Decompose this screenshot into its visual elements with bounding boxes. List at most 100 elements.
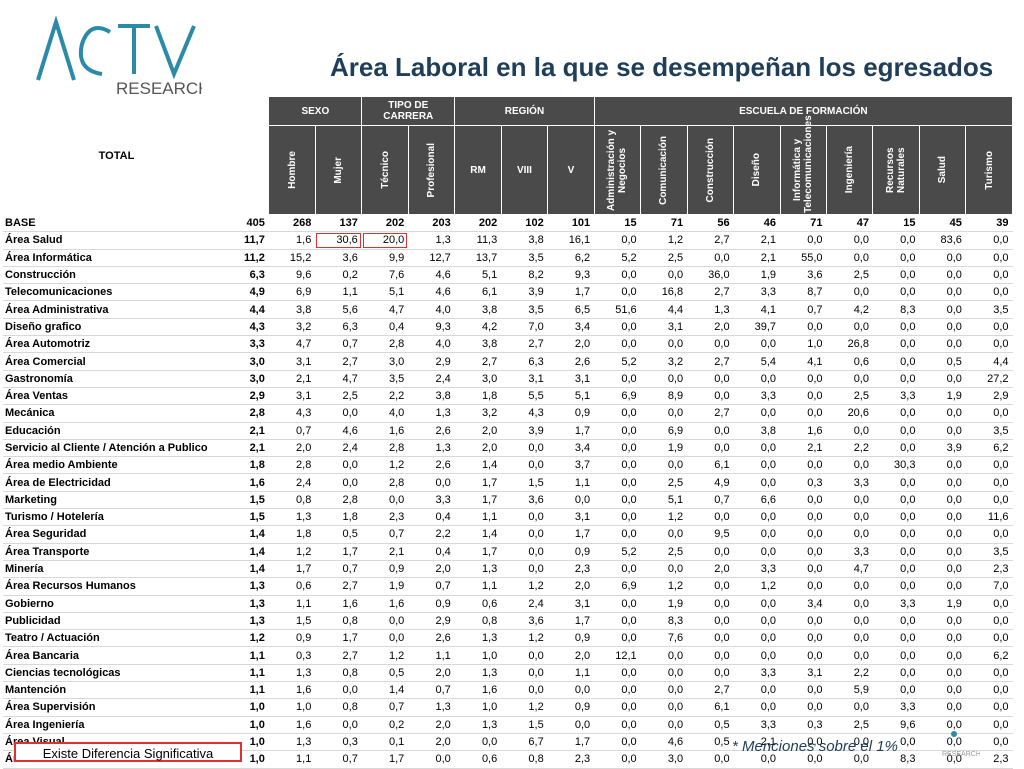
table-cell: 101 — [547, 214, 595, 233]
table-cell: 0,7 — [361, 525, 409, 544]
table-cell: 6,1 — [687, 456, 734, 475]
table-cell: 1,6 — [268, 681, 316, 700]
table-cell: 6,9 — [594, 387, 641, 406]
table-cell: 4,1 — [780, 352, 827, 371]
table-cell: 3,1 — [780, 664, 827, 683]
table-cell: 0,2 — [361, 716, 409, 734]
header-group: SEXO — [268, 96, 363, 126]
table-cell: 202 — [361, 214, 409, 233]
column-header: Mujer — [314, 125, 363, 215]
table-cell: 2,0 — [547, 577, 595, 596]
table-cell: 5,1 — [547, 387, 595, 406]
table-cell: 0,0 — [919, 629, 966, 648]
column-header: Salud — [918, 125, 967, 215]
row-label: Área Comercial — [3, 352, 230, 371]
table-cell: 1,8 — [454, 387, 502, 406]
table-cell: 1,6 — [361, 422, 409, 440]
table-cell: 0,0 — [640, 664, 688, 683]
table-row: Turismo / Hotelería 1,5 1,3 1,8 2,3 0,4 1,1 0,0… — [3, 508, 1013, 527]
table-cell: 0,0 — [594, 473, 641, 492]
table-cell: 0,0 — [780, 387, 827, 406]
table-cell: 0,0 — [872, 266, 920, 285]
table-cell: 55,0 — [780, 249, 827, 267]
table-cell: 2,5 — [826, 387, 873, 406]
table-row: Servicio al Cliente / Atención a Publico… — [3, 439, 1013, 458]
row-total: 1,3 — [229, 612, 269, 631]
table-cell: 3,3 — [733, 664, 781, 683]
small-logo-icon: RESEARCH — [942, 731, 980, 758]
table-cell: 2,6 — [408, 456, 455, 475]
table-cell: 0,0 — [733, 525, 781, 544]
column-header: Diseño — [733, 125, 781, 215]
table-cell: 0,0 — [361, 612, 409, 631]
table-cell: 0,3 — [268, 646, 316, 665]
table-cell: 0,0 — [826, 508, 873, 527]
table-cell: 0,0 — [919, 716, 966, 734]
table-cell: 0,0 — [640, 456, 688, 475]
table-row: Construcción 6,3 9,6 0,2 7,6 4,6 5,1 8,2 9,3 0,0 0… — [3, 266, 1013, 285]
table-cell: 1,2 — [733, 577, 781, 596]
table-cell: 1,3 — [408, 231, 455, 250]
table-cell: 7,0 — [501, 318, 548, 337]
table-cell: 3,5 — [965, 543, 1013, 561]
table-cell: 0,4 — [361, 318, 409, 337]
table-cell: 0,0 — [687, 422, 734, 440]
table-cell: 4,3 — [501, 404, 548, 423]
table-cell: 0,0 — [640, 335, 688, 354]
table-cell: 2,3 — [547, 560, 595, 579]
table-cell: 2,1 — [780, 439, 827, 458]
row-label: Área Administrativa — [3, 300, 230, 319]
table-cell: 0,0 — [965, 335, 1013, 354]
table-cell: 0,7 — [408, 681, 455, 700]
table-cell: 4,9 — [687, 473, 734, 492]
table-cell: 0,0 — [826, 283, 873, 302]
table-cell: 0,0 — [594, 595, 641, 613]
table-cell: 0,0 — [965, 733, 1013, 752]
table-cell: 0,0 — [919, 249, 966, 267]
table-cell: 2,7 — [315, 352, 362, 371]
table-cell: 0,0 — [687, 577, 734, 596]
row-total: 1,4 — [229, 560, 269, 579]
table-cell: 0,0 — [780, 318, 827, 337]
table-cell: 0,0 — [826, 249, 873, 267]
table-cell: 6,9 — [268, 283, 316, 302]
table-cell: 0,0 — [501, 456, 548, 475]
table-cell: 0,0 — [594, 716, 641, 734]
table-cell: 0,0 — [687, 370, 734, 388]
table-cell: 0,0 — [826, 646, 873, 665]
table-cell: 1,7 — [315, 543, 362, 561]
row-label: Mantención — [3, 681, 230, 700]
table-cell: 0,0 — [872, 439, 920, 458]
table-cell: 0,3 — [780, 473, 827, 492]
table-cell: 0,0 — [547, 681, 595, 700]
table-cell: 4,7 — [268, 335, 316, 354]
table-cell: 0,0 — [594, 750, 641, 769]
table-cell: 0,0 — [594, 491, 641, 510]
table-cell: 0,3 — [780, 716, 827, 734]
table-cell: 0,0 — [826, 612, 873, 631]
table-cell: 0,0 — [547, 716, 595, 734]
table-cell: 1,6 — [361, 595, 409, 613]
table-cell: 0,4 — [408, 508, 455, 527]
table-cell: 0,0 — [965, 698, 1013, 717]
table-cell: 1,7 — [454, 543, 502, 561]
table-cell: 0,7 — [780, 300, 827, 319]
table-cell: 0,0 — [640, 266, 688, 285]
table-cell: 56 — [687, 214, 734, 233]
column-header-label: Mujer — [333, 156, 345, 184]
table-cell: 0,0 — [872, 525, 920, 544]
row-label: Área Salud — [3, 231, 230, 250]
table-cell: 2,0 — [408, 560, 455, 579]
row-total: 1,1 — [229, 681, 269, 700]
table-cell: 1,7 — [547, 422, 595, 440]
row-total: 1,2 — [229, 629, 269, 648]
table-cell: 12,1 — [594, 646, 641, 665]
table-cell: 3,1 — [640, 318, 688, 337]
table-cell: 2,1 — [268, 370, 316, 388]
table-cell: 0,6 — [454, 595, 502, 613]
table-cell: 1,0 — [454, 646, 502, 665]
table-row: Teatro / Actuación 1,2 0,9 1,7 0,0 2,6 1,3 1,2 0… — [3, 629, 1013, 648]
table-cell: 1,5 — [501, 716, 548, 734]
table-cell: 2,7 — [315, 577, 362, 596]
table-cell: 0,0 — [594, 698, 641, 717]
